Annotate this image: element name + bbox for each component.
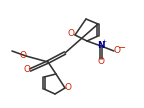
Text: N: N (97, 40, 105, 49)
Text: O: O (97, 57, 105, 67)
Text: +: + (101, 39, 107, 44)
Text: O: O (19, 51, 26, 60)
Text: −: − (118, 44, 126, 53)
Text: O: O (68, 29, 75, 38)
Text: O: O (113, 46, 121, 55)
Text: O: O (23, 65, 30, 74)
Text: O: O (65, 83, 72, 91)
